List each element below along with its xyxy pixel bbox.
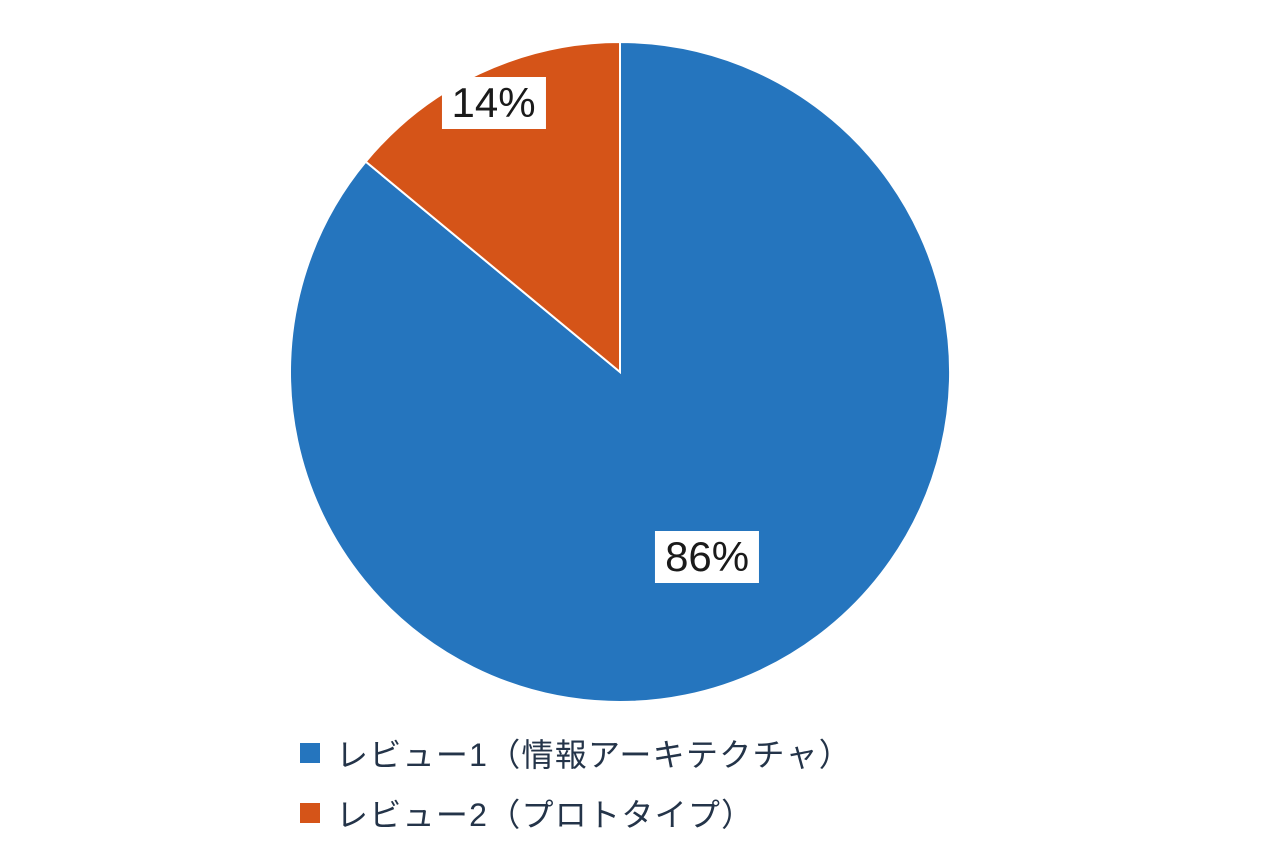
pie-chart bbox=[286, 38, 954, 711]
legend-swatch-1 bbox=[300, 803, 320, 823]
slice-1-label: 14% bbox=[442, 77, 546, 129]
chart-stage: 86% 14% レビュー1（情報アーキテクチャ） レビュー2（プロトタイプ） bbox=[0, 0, 1284, 854]
legend-label-1: レビュー2（プロトタイプ） bbox=[336, 790, 754, 836]
legend-label-0: レビュー1（情報アーキテクチャ） bbox=[336, 730, 852, 776]
legend-item-0: レビュー1（情報アーキテクチャ） bbox=[300, 730, 852, 776]
pie-svg bbox=[286, 38, 954, 706]
legend-item-1: レビュー2（プロトタイプ） bbox=[300, 790, 852, 836]
legend-swatch-0 bbox=[300, 743, 320, 763]
slice-0-label: 86% bbox=[655, 531, 759, 583]
legend: レビュー1（情報アーキテクチャ） レビュー2（プロトタイプ） bbox=[300, 730, 852, 836]
